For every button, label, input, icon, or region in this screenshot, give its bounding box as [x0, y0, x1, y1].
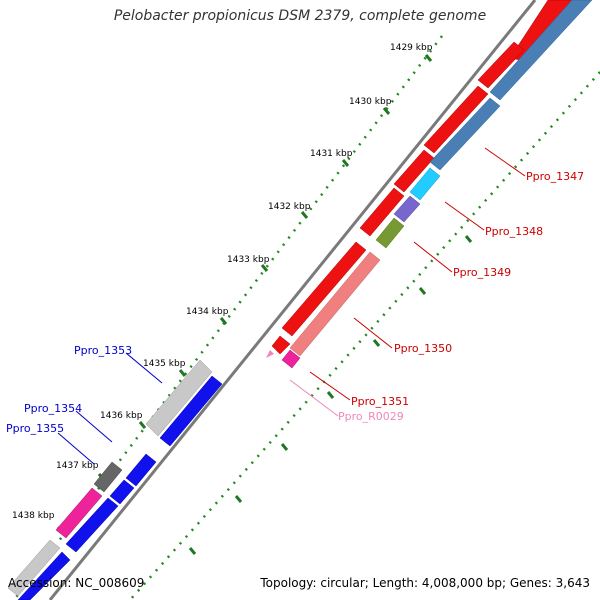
callout-lines — [57, 147, 526, 465]
gene-label-ppro-1353[interactable]: Ppro_1353 — [74, 344, 132, 357]
inner-tick-ring — [129, 71, 600, 600]
kbp-label: 1437 kbp — [56, 461, 99, 471]
gene-ppro-1356-blue[interactable] — [17, 551, 71, 600]
gene-ppro-1353-gray[interactable] — [145, 359, 213, 437]
gene-ppro-1347-forward[interactable] — [477, 41, 525, 89]
cog-ppro-1346[interactable] — [489, 0, 593, 101]
map-title: Pelobacter propionicus DSM 2379, complet… — [113, 8, 487, 24]
gene-ppro-1353-blue[interactable] — [159, 375, 223, 447]
gene-label-ppro-1351[interactable]: Ppro_1351 — [351, 395, 409, 408]
kbp-label: 1435 kbp — [143, 359, 186, 369]
gene-ppro-1355-magenta[interactable] — [55, 487, 103, 539]
backbone-line — [48, 0, 537, 600]
cog-ppro-1349a[interactable] — [393, 195, 421, 223]
gene-label-ppro-1349[interactable]: Ppro_1349 — [453, 266, 511, 279]
forward-strand — [266, 0, 573, 358]
lower-genes — [7, 359, 223, 600]
gene-ppro-1349-forward[interactable] — [359, 187, 405, 237]
gene-label-ppro-r0029[interactable]: Ppro_R0029 — [338, 410, 404, 423]
kbp-label: 1438 kbp — [12, 511, 55, 521]
gene-ppro-1347b-forward[interactable] — [423, 85, 489, 154]
cog-strand — [281, 0, 593, 369]
genome-summary: Topology: circular; Length: 4,008,000 bp… — [260, 576, 590, 590]
gene-ppro-1354b-blue[interactable] — [109, 479, 135, 505]
gene-ppro-1356-gray[interactable] — [7, 539, 61, 597]
gene-label-ppro-1355[interactable]: Ppro_1355 — [6, 422, 64, 435]
cog-ppro-1349b[interactable] — [375, 217, 405, 249]
gene-label-ppro-1354[interactable]: Ppro_1354 — [24, 402, 82, 415]
kbp-label: 1433 kbp — [227, 255, 270, 265]
kbp-label: 1434 kbp — [186, 307, 229, 317]
gene-ppro-1354-darkgray[interactable] — [93, 461, 123, 493]
outer-tick-ring — [13, 35, 443, 600]
cog-ppro-1351[interactable] — [281, 349, 301, 369]
gene-label-ppro-1347[interactable]: Ppro_1347 — [526, 170, 584, 183]
gene-ppro-r0029-forward[interactable] — [266, 350, 274, 358]
gene-ppro-1351-forward[interactable] — [271, 335, 291, 355]
gene-ppro-1355-blue[interactable] — [65, 497, 119, 553]
gene-labels: Ppro_1347 Ppro_1348 Ppro_1349 Ppro_1350 Ppro… — [6, 170, 584, 435]
kbp-label: 1432 kbp — [268, 202, 311, 212]
kbp-label: 1429 kbp — [390, 43, 433, 53]
cog-ppro-1348[interactable] — [409, 167, 441, 201]
cog-ppro-1350[interactable] — [289, 251, 381, 357]
cog-ppro-1347[interactable] — [429, 97, 501, 171]
gene-label-ppro-1348[interactable]: Ppro_1348 — [485, 225, 543, 238]
gene-ppro-1350-forward[interactable] — [281, 241, 367, 337]
kbp-labels: 1429 kbp 1430 kbp 1431 kbp 1432 kbp 1433 kbp… — [12, 43, 433, 521]
accession-label: Accession: NC_008609 — [8, 576, 145, 590]
gene-ppro-1354-blue[interactable] — [125, 453, 157, 487]
gene-label-ppro-1350[interactable]: Ppro_1350 — [394, 342, 452, 355]
kbp-label: 1431 kbp — [310, 149, 353, 159]
kbp-label: 1436 kbp — [100, 411, 143, 421]
major-ticks — [56, 54, 433, 534]
inner-major-ticks — [188, 235, 473, 555]
kbp-label: 1430 kbp — [349, 97, 392, 107]
gene-ppro-1348-forward[interactable] — [393, 149, 435, 193]
